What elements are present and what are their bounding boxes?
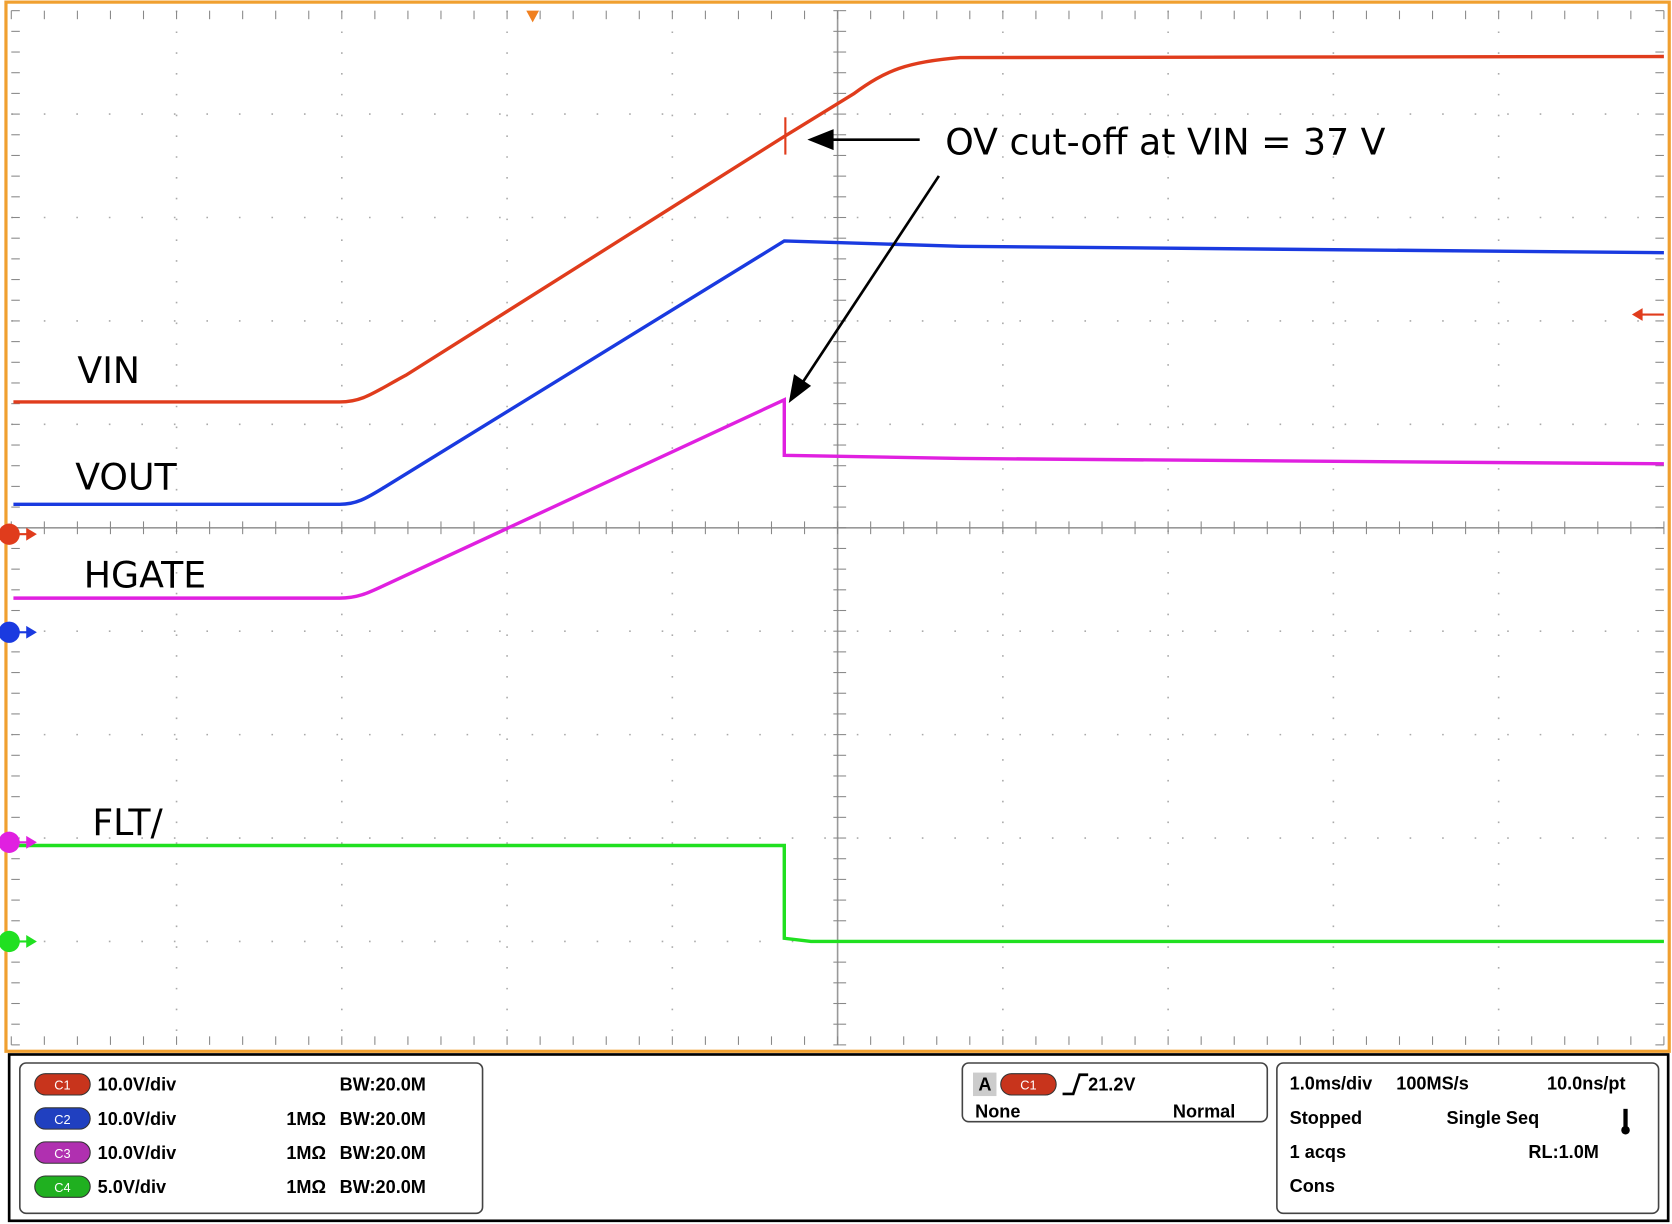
channel-badge-text: C4 <box>54 1180 70 1195</box>
channel-marker <box>0 523 20 545</box>
timebase-info: 1.0ms/div <box>1290 1074 1373 1094</box>
trigger-mode: Normal <box>1173 1101 1235 1121</box>
channel-scale: 10.0V/div <box>98 1109 177 1129</box>
timebase-info: 1 acqs <box>1290 1142 1346 1162</box>
channel-marker-arrow <box>26 625 37 639</box>
waveform-label: FLT/ <box>92 801 163 844</box>
channel-bandwidth: BW:20.0M <box>340 1075 426 1095</box>
channel-bandwidth: BW:20.0M <box>340 1109 426 1129</box>
channel-badge <box>1000 1073 1057 1096</box>
vin-trace <box>13 54 1664 404</box>
annotation: OV cut-off at VIN = 37 V <box>945 121 1385 164</box>
waveform-label: VIN <box>77 349 140 392</box>
trigger-marker <box>526 10 540 23</box>
right-ref-marker <box>1631 308 1664 321</box>
channel-bandwidth: BW:20.0M <box>340 1177 426 1197</box>
status-panel <box>7 1053 1670 1223</box>
hgate-trace <box>13 397 1664 600</box>
temp-icon-bulb <box>1621 1125 1630 1135</box>
waveform-label: VOUT <box>75 455 177 498</box>
timebase-info: Cons <box>1290 1176 1335 1196</box>
trigger-mode-box <box>973 1072 997 1097</box>
vout-trace <box>13 239 1664 507</box>
channel-badge <box>34 1141 91 1164</box>
trigger-level: 21.2V <box>1088 1075 1135 1095</box>
timebase-info: Single Seq <box>1447 1108 1540 1128</box>
channel-badge-text: C2 <box>54 1112 70 1127</box>
channel-badge <box>34 1175 91 1198</box>
timebase-info: Stopped <box>1290 1108 1362 1128</box>
channel-marker-arrow <box>26 527 37 541</box>
status-content: C1 10.0V/div BW:20.0M C2 10.0V/div 1MΩ BW:20.0… <box>34 1072 1630 1198</box>
trigger-coupling: None <box>975 1101 1020 1121</box>
trigger-mode-label: A <box>978 1075 991 1095</box>
flt-trace <box>13 843 1664 944</box>
channel-marker <box>0 831 20 853</box>
channel-marker <box>0 621 20 643</box>
channel-badge-text: C1 <box>54 1078 70 1093</box>
channel-badge-text: C1 <box>1020 1078 1036 1093</box>
channel-impedance: 1MΩ <box>286 1109 326 1129</box>
channel-scale: 5.0V/div <box>98 1177 166 1197</box>
graticule <box>10 10 1665 1046</box>
channel-impedance: 1MΩ <box>286 1143 326 1163</box>
channel-scale: 10.0V/div <box>98 1143 177 1163</box>
timebase-info: 10.0ns/pt <box>1547 1074 1626 1094</box>
channel-bandwidth: BW:20.0M <box>340 1143 426 1163</box>
trigger-slope <box>1062 1073 1089 1096</box>
annotation-arrows <box>788 129 941 403</box>
channel-badge-text: C3 <box>54 1146 70 1161</box>
channel-badge <box>34 1073 91 1096</box>
channel-badge <box>34 1107 91 1130</box>
timebase-info: RL:1.0M <box>1528 1142 1598 1162</box>
channel-marker-arrow <box>26 935 37 948</box>
channel-impedance: 1MΩ <box>286 1177 326 1197</box>
channel-markers <box>0 523 37 953</box>
timebase-info: 100MS/s <box>1396 1074 1468 1094</box>
channel-marker <box>0 930 20 953</box>
waveform-label: HGATE <box>84 553 206 596</box>
channel-marker-arrow <box>26 835 37 849</box>
channel-scale: 10.0V/div <box>98 1075 177 1095</box>
